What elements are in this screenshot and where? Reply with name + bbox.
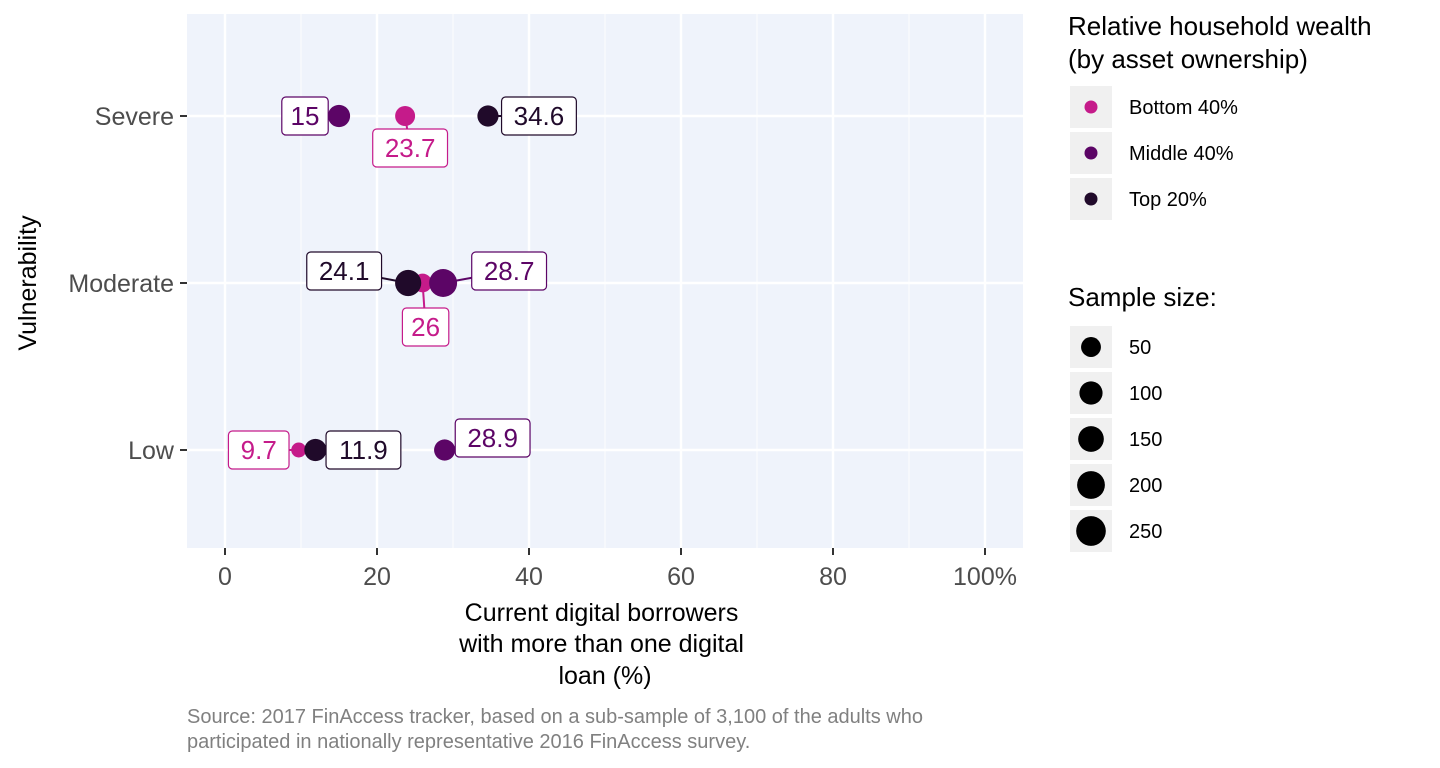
x-axis-title: Current digital borrowers with more than… — [458, 599, 751, 690]
legend-size-swatch — [1077, 471, 1105, 499]
legend-wealth-swatch — [1084, 146, 1098, 160]
legend-size-label: 250 — [1129, 521, 1162, 543]
legend-size-swatch — [1079, 381, 1103, 405]
data-label-box — [325, 430, 402, 470]
data-label: 9.7 — [227, 430, 290, 470]
data-label-box — [500, 96, 577, 136]
legend-wealth-swatch — [1084, 100, 1098, 114]
x-tick-label: 60 — [667, 563, 695, 591]
data-label-text: 34.6 — [514, 101, 565, 131]
x-tick-label: 100% — [953, 563, 1017, 591]
y-tick-label: Moderate — [68, 270, 174, 298]
legend-wealth-label: Middle 40% — [1129, 143, 1234, 165]
data-label: 26 — [401, 307, 450, 347]
x-tick-label: 80 — [819, 563, 847, 591]
data-label: 24.1 — [306, 251, 383, 291]
data-label-text: 26 — [411, 312, 440, 342]
legend-wealth-title-line-2: (by asset ownership) — [1068, 44, 1308, 74]
data-label-text: 28.9 — [467, 423, 518, 453]
y-tick-label: Severe — [95, 103, 174, 131]
data-points — [291, 104, 499, 462]
legend-size-swatch — [1076, 516, 1106, 546]
x-axis-title-line-1: Current digital borrowers — [465, 599, 739, 627]
caption-line-2: participated in nationally representativ… — [187, 731, 750, 753]
data-point — [434, 439, 456, 461]
x-tick-label: 20 — [363, 563, 391, 591]
data-label-text: 23.7 — [385, 133, 436, 163]
legend-wealth: Relative household wealth (by asset owne… — [1068, 11, 1379, 220]
data-label: 28.7 — [471, 251, 548, 291]
data-label: 23.7 — [372, 128, 449, 168]
x-tick-label: 0 — [218, 563, 232, 591]
legend-wealth-title-line-1: Relative household wealth — [1068, 11, 1372, 41]
data-labels: 23.7 26 9.7 34.6 24.1 11.9 15 28.7 28.9 — [227, 96, 577, 470]
legend-size-label: 100 — [1129, 383, 1162, 405]
data-label-box — [471, 251, 548, 291]
data-point — [429, 269, 458, 297]
data-label-text: 28.7 — [484, 256, 535, 286]
data-label-box — [281, 96, 329, 136]
legend-wealth-title: Relative household wealth (by asset owne… — [1068, 11, 1379, 74]
data-label: 34.6 — [500, 96, 577, 136]
legend-size-title: Sample size: — [1068, 282, 1217, 312]
legend-size-label: 50 — [1129, 337, 1151, 359]
x-tick-label: 40 — [515, 563, 543, 591]
y-tick-label: Low — [128, 437, 175, 465]
data-point — [304, 438, 327, 462]
data-point — [395, 269, 422, 297]
y-axis-title: Vulnerability — [14, 215, 42, 351]
x-axis-title-line-2: with more than one digital — [458, 630, 744, 658]
data-point — [395, 106, 416, 126]
data-label-box — [454, 418, 531, 458]
legend-size-swatch — [1078, 426, 1104, 452]
data-label-text: 24.1 — [319, 256, 370, 286]
y-axis: Severe Moderate Low — [68, 103, 187, 465]
data-label-box — [372, 128, 449, 168]
data-label-box — [306, 251, 383, 291]
data-label-box — [227, 430, 290, 470]
data-point — [477, 105, 499, 127]
data-label: 11.9 — [325, 430, 402, 470]
data-label-text: 9.7 — [241, 435, 277, 465]
data-point — [291, 442, 307, 458]
caption: Source: 2017 FinAccess tracker, based on… — [187, 706, 929, 753]
data-point — [327, 104, 351, 128]
data-label-text: 15 — [291, 101, 320, 131]
x-axis: 0 20 40 60 80 100% — [218, 548, 1017, 591]
legend-size-label: 150 — [1129, 429, 1162, 451]
legend-size-label: 200 — [1129, 475, 1162, 497]
x-axis-title-line-3: loan (%) — [558, 662, 651, 690]
data-label: 15 — [281, 96, 329, 136]
legend-sample-size: Sample size: 50 100 150 200 250 — [1068, 282, 1217, 552]
data-label-text: 11.9 — [339, 435, 388, 465]
caption-line-1: Source: 2017 FinAccess tracker, based on… — [187, 706, 923, 728]
legend-wealth-label: Top 20% — [1129, 189, 1207, 211]
data-label: 28.9 — [454, 418, 531, 458]
legend-wealth-swatch — [1084, 192, 1098, 206]
legend-size-swatch — [1081, 337, 1101, 357]
legend-wealth-label: Bottom 40% — [1129, 97, 1238, 119]
data-label-box — [401, 307, 450, 347]
